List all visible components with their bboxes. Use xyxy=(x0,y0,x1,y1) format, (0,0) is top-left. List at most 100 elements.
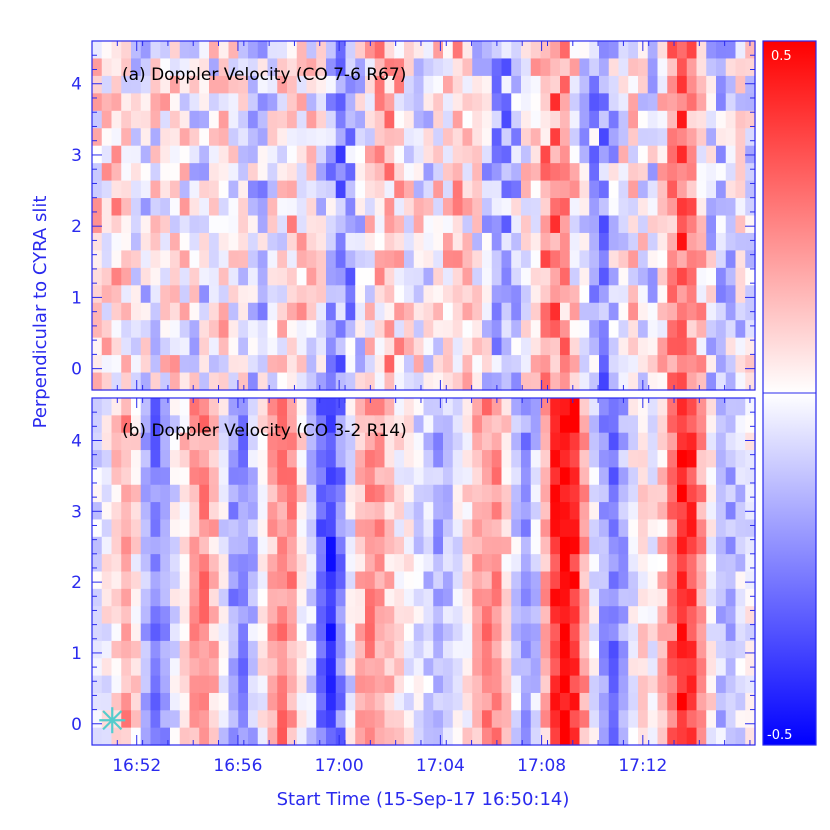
heatmap-cell xyxy=(326,93,337,112)
heatmap-cell xyxy=(345,536,356,555)
heatmap-cell xyxy=(228,606,239,625)
heatmap-cell xyxy=(579,640,590,659)
heatmap-cell xyxy=(657,398,668,416)
heatmap-cell xyxy=(482,198,493,217)
heatmap-cell xyxy=(296,285,308,304)
heatmap-cell xyxy=(404,727,415,746)
heatmap-cell xyxy=(277,519,288,538)
heatmap-cell xyxy=(686,372,698,391)
heatmap-cell xyxy=(696,450,707,468)
heatmap-cell xyxy=(443,110,454,129)
heatmap-cell xyxy=(540,727,551,746)
heatmap-cell xyxy=(160,198,171,217)
heatmap-cell xyxy=(306,267,317,286)
heatmap-cell xyxy=(511,41,522,60)
heatmap-cell xyxy=(696,372,707,391)
heatmap-cell xyxy=(521,484,532,503)
heatmap-cell xyxy=(374,519,386,538)
heatmap-cell xyxy=(423,536,434,555)
heatmap-cell xyxy=(296,75,308,94)
heatmap-cell xyxy=(160,554,171,573)
heatmap-cell xyxy=(579,145,590,164)
heatmap-cell xyxy=(501,432,512,451)
heatmap-cell xyxy=(326,571,337,590)
heatmap-cell xyxy=(677,215,688,234)
heatmap-cell xyxy=(413,302,425,321)
heatmap-cell xyxy=(521,658,532,677)
heatmap-cell xyxy=(111,727,122,746)
heatmap-cell xyxy=(296,640,308,659)
heatmap-cell xyxy=(257,675,269,694)
heatmap-cell xyxy=(599,467,610,486)
heatmap-cell xyxy=(735,727,746,746)
heatmap-cell xyxy=(335,215,347,234)
heatmap-cell xyxy=(560,93,571,112)
heatmap-cell xyxy=(433,467,444,486)
heatmap-cell xyxy=(384,355,395,374)
heatmap-cell xyxy=(374,606,386,625)
heatmap-cell xyxy=(521,215,532,234)
heatmap-cell xyxy=(706,232,717,251)
heatmap-cell xyxy=(433,302,444,321)
heatmap-cell xyxy=(560,128,571,147)
heatmap-cell xyxy=(228,355,239,374)
heatmap-cell xyxy=(92,519,103,538)
heatmap-cell xyxy=(267,145,278,164)
heatmap-cell xyxy=(530,180,542,199)
heatmap-cell xyxy=(423,180,434,199)
heatmap-cell xyxy=(540,692,551,711)
heatmap-cell xyxy=(345,467,356,486)
heatmap-cell xyxy=(472,302,483,321)
heatmap-cell xyxy=(491,58,503,77)
heatmap-cell xyxy=(530,554,542,573)
heatmap-cell xyxy=(433,484,444,503)
heatmap-cell xyxy=(326,536,337,555)
heatmap-cell xyxy=(335,450,347,468)
heatmap-cell xyxy=(686,640,698,659)
heatmap-cell xyxy=(696,75,707,94)
heatmap-cell xyxy=(540,128,551,147)
heatmap-cell xyxy=(199,75,210,94)
heatmap-cell xyxy=(550,519,561,538)
heatmap-cell xyxy=(638,606,649,625)
heatmap-cell xyxy=(452,41,464,60)
heatmap-cell xyxy=(599,232,610,251)
heatmap-cell xyxy=(618,58,629,77)
heatmap-cell xyxy=(677,337,688,356)
heatmap-cell xyxy=(277,75,288,94)
heatmap-cell xyxy=(257,554,269,573)
heatmap-cell xyxy=(433,41,444,60)
heatmap-cell xyxy=(267,554,278,573)
heatmap-cell xyxy=(316,432,327,451)
heatmap-cell xyxy=(462,372,473,391)
heatmap-cell xyxy=(550,75,561,94)
heatmap-cell xyxy=(374,640,386,659)
heatmap-cell xyxy=(706,727,717,746)
heatmap-cell xyxy=(618,215,629,234)
heatmap-cell xyxy=(511,75,522,94)
heatmap-cell xyxy=(433,110,444,129)
heatmap-cell xyxy=(696,215,707,234)
heatmap-cell xyxy=(150,640,161,659)
heatmap-cell xyxy=(530,623,542,642)
heatmap-cell xyxy=(306,93,317,112)
heatmap-cell xyxy=(452,571,464,590)
heatmap-cell xyxy=(530,588,542,607)
heatmap-cell xyxy=(287,692,298,711)
heatmap-cell xyxy=(725,128,737,147)
heatmap-cell xyxy=(647,432,659,451)
heatmap-cell xyxy=(423,320,434,339)
heatmap-cell xyxy=(677,554,688,573)
heatmap-cell xyxy=(228,128,239,147)
heatmap-cell xyxy=(735,623,746,642)
heatmap-cell xyxy=(716,110,727,129)
heatmap-cell xyxy=(482,232,493,251)
heatmap-cell xyxy=(638,128,649,147)
heatmap-cell xyxy=(589,320,600,339)
heatmap-cell xyxy=(443,58,454,77)
heatmap-cell xyxy=(472,198,483,217)
heatmap-cell xyxy=(579,41,590,60)
heatmap-cell xyxy=(667,675,678,694)
heatmap-cell xyxy=(140,415,152,434)
heatmap-cell xyxy=(657,710,668,729)
